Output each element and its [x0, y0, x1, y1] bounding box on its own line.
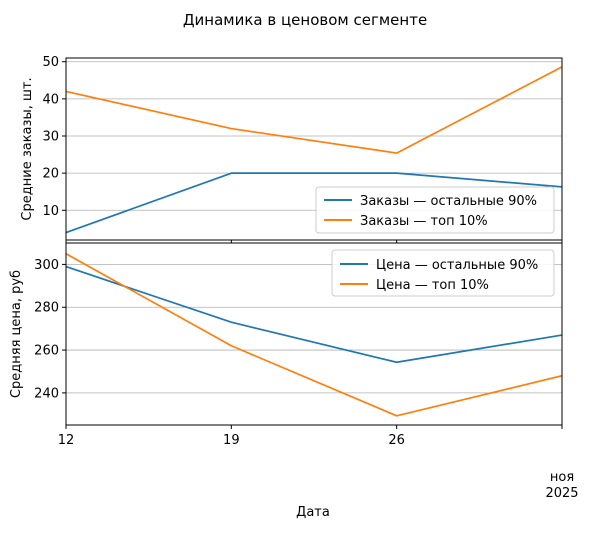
y-ticks-price: 240 260 280 300: [34, 258, 66, 401]
y-tick-label: 50: [42, 55, 59, 70]
legend-label-orders-top: Заказы — топ 10%: [360, 214, 488, 229]
panel-orders: 10 20 30 40 50 Средние заказы, шт. Заказы — …: [20, 55, 562, 244]
legend-price: Цена — остальные 90% Цена — топ 10%: [332, 250, 554, 296]
x-tick-label: 19: [223, 433, 240, 448]
x-tick-label: 12: [58, 433, 75, 448]
y-tick-label: 40: [42, 92, 59, 107]
y-ticks-orders: 10 20 30 40 50: [42, 55, 66, 219]
x-tick-label: 26: [388, 433, 405, 448]
y-tick-label: 280: [34, 301, 59, 316]
legend-label-orders-rest: Заказы — остальные 90%: [360, 194, 537, 209]
y-tick-label: 10: [42, 204, 59, 219]
legend-label-price-rest: Цена — остальные 90%: [376, 258, 538, 273]
legend-label-price-top: Цена — топ 10%: [376, 278, 489, 293]
y-axis-label-price: Средняя цена, руб: [9, 270, 24, 398]
panel-price: 240 260 280 300 Средняя цена, руб 12 19 26 Це…: [9, 243, 562, 448]
legend-orders: Заказы — остальные 90% Заказы — топ 10%: [316, 187, 554, 233]
y-tick-label: 240: [34, 386, 59, 401]
x-month-label: ноя: [550, 470, 574, 485]
y-tick-label: 300: [34, 258, 59, 273]
x-axis-label: Дата: [296, 505, 330, 520]
x-year-label: 2025: [545, 486, 578, 501]
y-tick-label: 30: [42, 130, 59, 145]
chart-title: Динамика в ценовом сегменте: [183, 11, 427, 29]
y-axis-label-orders: Средние заказы, шт.: [20, 77, 35, 220]
y-tick-label: 260: [34, 344, 59, 359]
y-tick-label: 20: [42, 167, 59, 182]
x-ticks-price: 12 19 26: [58, 425, 562, 448]
